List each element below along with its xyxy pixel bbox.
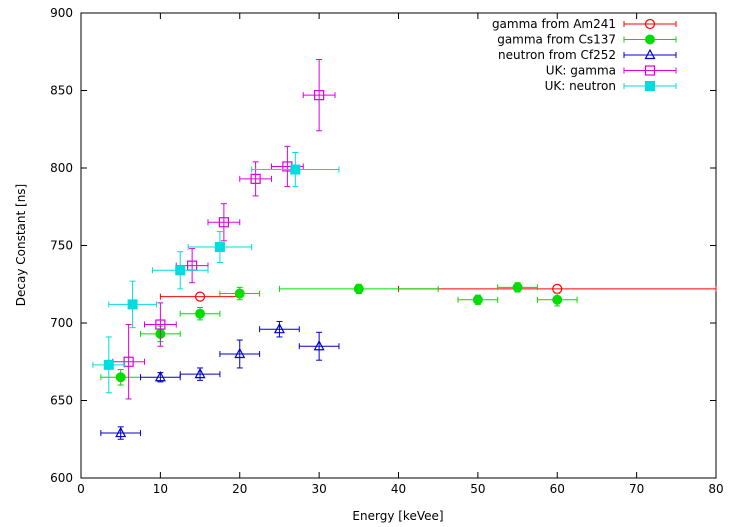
data-point — [214, 242, 225, 253]
data-point — [512, 282, 523, 293]
legend-label: gamma from Cs137 — [497, 33, 616, 47]
x-axis: 0 10 20 30 40 50 60 70 80 — [77, 13, 724, 496]
series-2 — [100, 320, 340, 440]
x-tick-label: 60 — [550, 482, 565, 496]
data-point — [353, 283, 364, 294]
data-point — [103, 359, 114, 370]
y-axis: 600 650 700 750 800 850 900 — [50, 6, 716, 485]
x-tick-label: 30 — [311, 482, 326, 496]
data-point — [273, 322, 285, 334]
y-tick-label: 600 — [50, 471, 73, 485]
data-point — [154, 370, 166, 382]
legend-marker — [645, 34, 655, 45]
data-point — [290, 164, 301, 175]
legend-label: gamma from Am241 — [492, 17, 616, 31]
data-point — [313, 339, 325, 351]
data-point — [314, 90, 325, 101]
y-tick-label: 650 — [50, 394, 73, 408]
x-tick-label: 50 — [470, 482, 485, 496]
y-tick-label: 800 — [50, 161, 73, 175]
data-point — [175, 265, 186, 276]
y-tick-label: 700 — [50, 316, 73, 330]
data-point — [218, 217, 229, 228]
x-tick-label: 20 — [232, 482, 247, 496]
y-tick-label: 850 — [50, 84, 73, 98]
data-point — [552, 294, 563, 305]
legend: gamma from Am241 gamma from Cs137neutron … — [492, 17, 677, 93]
legend-marker — [644, 48, 656, 60]
x-tick-label: 0 — [77, 482, 85, 496]
x-axis-title: Energy [keVee] — [352, 509, 443, 523]
data-point — [194, 291, 206, 302]
legend-label: neutron from Cf252 — [498, 48, 616, 62]
y-tick-label: 750 — [50, 239, 73, 253]
x-tick-label: 80 — [708, 482, 723, 496]
legend-marker — [645, 81, 655, 91]
data-point — [234, 347, 246, 359]
x-tick-label: 10 — [153, 482, 168, 496]
legend-marker — [644, 65, 656, 76]
series-1 — [100, 282, 578, 386]
data-point — [194, 367, 206, 379]
x-tick-label: 70 — [629, 482, 644, 496]
legend-label: UK: gamma — [546, 64, 616, 78]
data-point — [127, 299, 138, 310]
data-point — [234, 288, 245, 299]
data-point — [123, 356, 134, 367]
x-tick-label: 40 — [391, 482, 406, 496]
data-point — [115, 426, 127, 438]
legend-label: UK: neutron — [545, 79, 616, 93]
data-point — [155, 319, 166, 330]
y-tick-label: 900 — [50, 6, 73, 20]
legend-marker — [644, 18, 656, 30]
series-4 — [92, 152, 340, 394]
data-point — [250, 173, 261, 184]
y-axis-title: Decay Constant [ns] — [14, 184, 28, 306]
data-point — [472, 294, 483, 305]
data-point — [115, 372, 126, 383]
data-point — [195, 308, 206, 319]
data-series — [92, 59, 717, 440]
